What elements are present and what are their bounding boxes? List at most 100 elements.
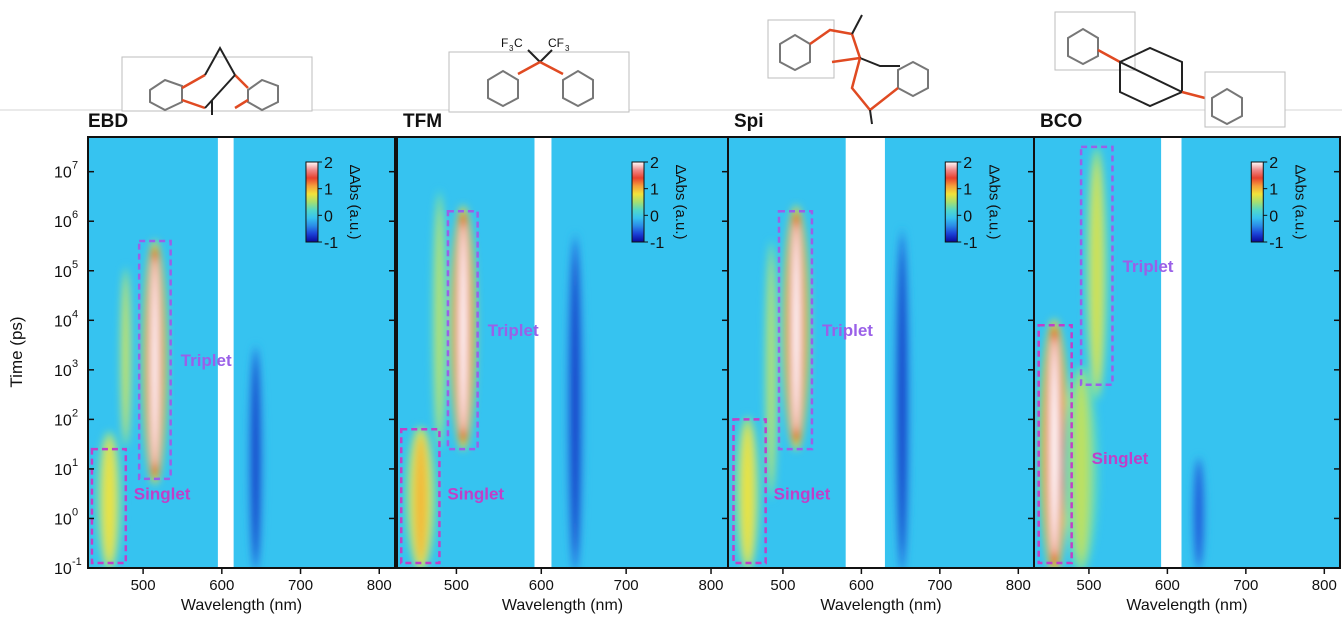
y-tick-exponent: 3 (72, 358, 78, 370)
x-axis-label: Wavelength (nm) (502, 597, 623, 614)
band-2-core (768, 258, 774, 482)
colorbar-tick-label: 1 (324, 182, 333, 199)
x-tick-label: 600 (209, 577, 234, 594)
colorbar-gradient (944, 161, 958, 243)
singlet-label: Singlet (134, 485, 191, 504)
x-tick-label: 800 (699, 577, 724, 594)
singlet-box (1037, 324, 1073, 565)
triplet-box (446, 210, 479, 451)
y-tick-label: 10 (54, 462, 72, 479)
triplet-box (1079, 145, 1114, 386)
triplet-box (137, 239, 172, 481)
singlet-label: Singlet (774, 485, 831, 504)
colorbar-tick-label: 0 (963, 208, 972, 225)
colorbar-tick-label: 1 (1269, 182, 1278, 199)
colorbar: 2 1 0 -1 ΔAbs (a.u.) (1250, 155, 1308, 252)
x-tick-label: 800 (1006, 577, 1031, 594)
panel-title: BCO (1040, 111, 1082, 132)
colorbar-tick-label: -1 (324, 235, 338, 252)
svg-text:3: 3 (565, 44, 570, 53)
band-3-core (899, 252, 905, 552)
colorbar-tick-label: 2 (650, 155, 659, 172)
x-tick-label: 500 (131, 577, 156, 594)
band-0-core (415, 436, 426, 562)
singlet-box (90, 447, 128, 565)
y-tick-label: 10 (54, 561, 72, 578)
y-tick-label: 10 (54, 511, 72, 528)
colorbar-tick-label: 0 (324, 208, 333, 225)
band-0-core (104, 440, 114, 562)
singlet-label: Singlet (1092, 449, 1149, 468)
bco-structure-icon (1054, 11, 1286, 128)
x-tick-label: 600 (1155, 577, 1180, 594)
colorbar-label: ΔAbs (a.u.) (1291, 164, 1308, 239)
x-tick-label: 500 (1076, 577, 1101, 594)
x-tick-label: 700 (614, 577, 639, 594)
colorbar-tick-label: 0 (650, 208, 659, 225)
band-2-core (1075, 379, 1087, 559)
masked-region (217, 137, 234, 568)
y-tick-label: 10 (54, 412, 72, 429)
colorbar-tick-label: 2 (324, 155, 333, 172)
y-tick-label: 10 (54, 264, 72, 281)
x-axis-label: Wavelength (nm) (181, 597, 302, 614)
heatmap-background (88, 137, 395, 568)
band-3-core (1196, 464, 1202, 563)
panel-title: TFM (403, 111, 442, 132)
masked-region (534, 137, 552, 568)
panel-frame (1033, 136, 1341, 569)
heatmap-area (1034, 137, 1340, 568)
x-tick-label: 600 (849, 577, 874, 594)
heatmap-area (397, 137, 728, 568)
colorbar-label: ΔAbs (a.u.) (672, 164, 689, 239)
band-3-core (572, 257, 579, 552)
svg-text:CF: CF (548, 36, 564, 50)
colorbar: 2 1 0 -1 ΔAbs (a.u.) (944, 155, 1002, 252)
band-1-core (458, 222, 468, 433)
y-tick-exponent: 2 (72, 407, 78, 419)
singlet-label: Singlet (447, 485, 504, 504)
y-tick-exponent: 1 (72, 457, 78, 469)
triplet-label: Triplet (822, 321, 873, 340)
ebd-structure-icon (121, 45, 313, 115)
masked-region (1161, 137, 1182, 568)
y-tick-exponent: -1 (72, 556, 82, 568)
panel-bco: BCO 500 600 700 800 Wavelength (nm) Triplet Sin… (1033, 111, 1341, 614)
triplet-box (777, 210, 814, 451)
colorbar-label: ΔAbs (a.u.) (346, 164, 363, 239)
x-tick-label: 500 (770, 577, 795, 594)
triplet-label: Triplet (181, 351, 232, 370)
panel-title: EBD (88, 111, 128, 132)
spi-structure-icon (767, 14, 929, 125)
band-1-core (791, 222, 801, 433)
colorbar-tick-label: 1 (963, 182, 972, 199)
y-tick-exponent: 7 (72, 160, 78, 172)
svg-text:F: F (501, 36, 508, 50)
x-tick-label: 500 (444, 577, 469, 594)
band-1-core (1092, 163, 1101, 383)
triplet-label: Triplet (488, 321, 539, 340)
x-tick-label: 700 (288, 577, 313, 594)
heatmap-area (88, 137, 395, 568)
x-tick-label: 800 (367, 577, 392, 594)
y-tick-exponent: 6 (72, 209, 78, 221)
panel-title: Spi (734, 111, 764, 132)
colorbar: 2 1 0 -1 ΔAbs (a.u.) (305, 155, 363, 252)
singlet-box (399, 428, 441, 565)
y-tick-label: 10 (54, 363, 72, 380)
colorbar-label: ΔAbs (a.u.) (985, 164, 1002, 239)
colorbar-tick-label: 2 (963, 155, 972, 172)
colorbar-tick-label: -1 (1269, 235, 1283, 252)
x-axis-label: Wavelength (nm) (1126, 597, 1247, 614)
colorbar-tick-label: -1 (963, 235, 977, 252)
x-axis-label: Wavelength (nm) (820, 597, 941, 614)
y-axis-label: Time (ps) (7, 316, 26, 387)
colorbar: 2 1 0 -1 ΔAbs (a.u.) (631, 155, 689, 252)
panel-frame (87, 136, 396, 569)
colorbar-tick-label: -1 (650, 235, 664, 252)
colorbar-gradient (305, 161, 319, 243)
molecule-insets: F 3 C CF 3 (0, 11, 1342, 128)
tfm-structure-icon: F 3 C CF 3 (448, 36, 630, 113)
